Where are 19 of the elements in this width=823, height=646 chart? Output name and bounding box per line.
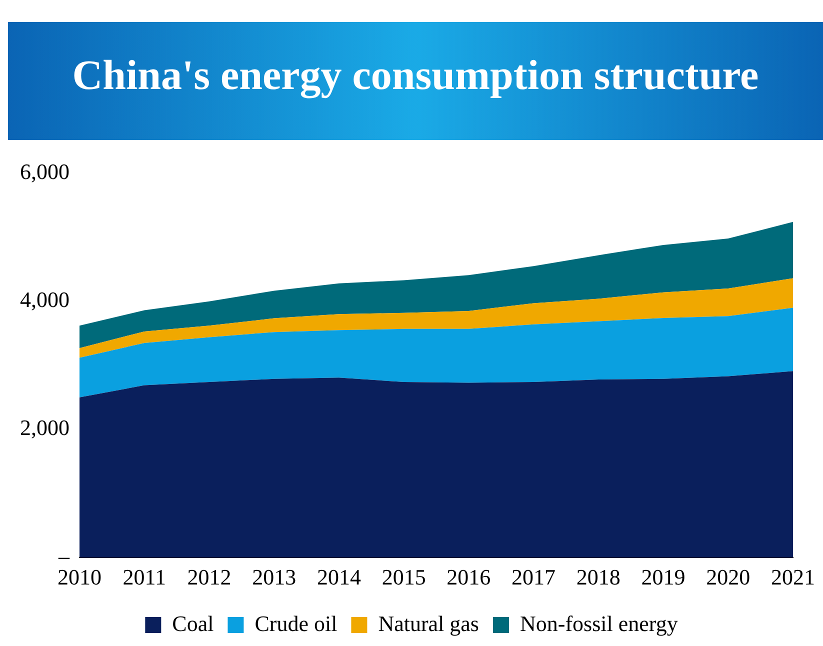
x-tick-label: 2019 bbox=[641, 564, 686, 590]
legend-label: Natural gas bbox=[378, 610, 479, 636]
x-tick-label: 2020 bbox=[706, 564, 750, 590]
x-tick-label: 2011 bbox=[122, 564, 166, 590]
legend-label: Coal bbox=[172, 610, 214, 636]
x-tick-label: 2014 bbox=[316, 564, 361, 590]
y-tick-label: 4,000 bbox=[20, 287, 70, 312]
x-tick-label: 2018 bbox=[576, 564, 620, 590]
y-tick-label: 6,000 bbox=[20, 158, 70, 184]
x-tick-label: 2021 bbox=[771, 564, 815, 590]
y-tick-label: 2,000 bbox=[20, 415, 70, 440]
legend-label: Crude oil bbox=[254, 610, 338, 636]
chart-title: China's energy consumption structure bbox=[71, 52, 760, 100]
x-tick-label: 2015 bbox=[382, 564, 426, 590]
x-tick-label: 2017 bbox=[512, 564, 556, 590]
x-tick-label: 2013 bbox=[252, 564, 296, 590]
legend-label: Non-fossil energy bbox=[520, 610, 678, 636]
x-tick-label: 2012 bbox=[187, 564, 232, 590]
x-tick-label: 2016 bbox=[446, 564, 491, 590]
